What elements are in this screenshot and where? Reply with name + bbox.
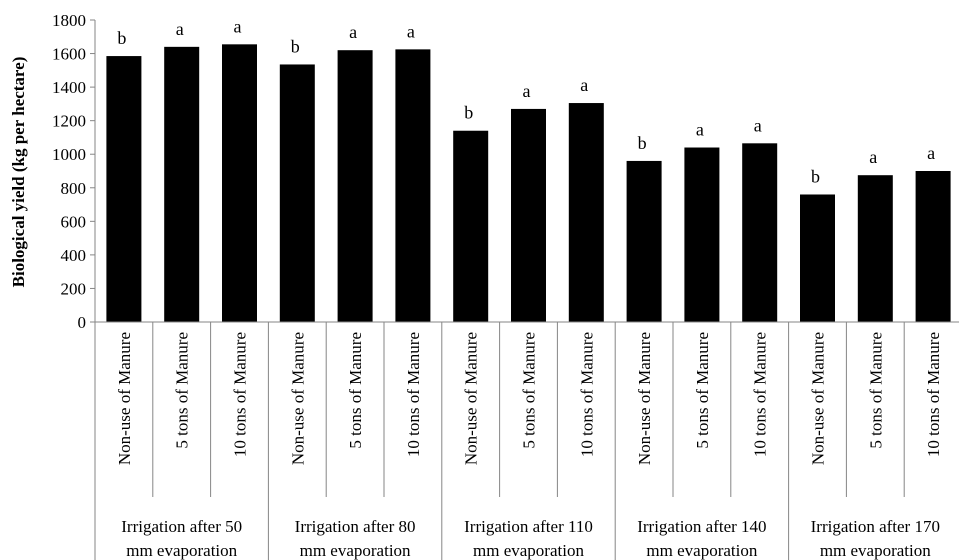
significance-letter: a	[234, 16, 242, 36]
x-category-label: 10 tons of Manure	[231, 332, 250, 457]
x-group-label: mm evaporation	[300, 541, 411, 560]
y-tick-label: 0	[78, 313, 87, 332]
significance-letter: b	[464, 103, 473, 123]
bar	[395, 49, 431, 322]
bar	[742, 143, 778, 322]
x-group-label: mm evaporation	[126, 541, 237, 560]
bar	[453, 130, 489, 322]
y-tick-label: 200	[61, 279, 87, 298]
x-category-label: 5 tons of Manure	[866, 332, 885, 449]
y-tick-label: 400	[61, 246, 87, 265]
x-category-label: Non-use of Manure	[288, 332, 307, 465]
x-category-label: Non-use of Manure	[115, 332, 134, 465]
significance-letter: b	[117, 28, 126, 48]
bar	[626, 160, 662, 322]
significance-letter: a	[927, 143, 935, 163]
significance-letter: a	[349, 22, 357, 42]
x-group-label: Irrigation after 80	[295, 517, 416, 536]
bar	[337, 50, 373, 322]
x-category-label: 5 tons of Manure	[693, 332, 712, 449]
bar	[568, 103, 604, 322]
bar	[222, 44, 257, 322]
x-category-label: 10 tons of Manure	[751, 332, 770, 457]
x-category-label: 5 tons of Manure	[173, 332, 192, 449]
y-tick-label: 600	[61, 212, 87, 231]
significance-letter: b	[638, 133, 647, 153]
significance-letter: b	[811, 166, 820, 186]
significance-letter: a	[523, 81, 531, 101]
x-group-label: Irrigation after 170	[811, 517, 940, 536]
significance-letters: b a a b a a b a a b a a b a a	[117, 16, 935, 186]
x-group-label: mm evaporation	[473, 541, 584, 560]
y-axis-label: Biological yield (kg per hectare)	[9, 57, 28, 288]
y-tick-label: 1800	[52, 11, 86, 30]
x-category-label: Non-use of Manure	[462, 332, 481, 465]
y-tick-label: 800	[61, 179, 87, 198]
significance-letter: a	[754, 115, 762, 135]
y-axis: 0 200 400 600 800 1000 1200 1400 1600 1800	[52, 11, 96, 332]
x-axis: Non-use of Manure 5 tons of Manure 10 tons…	[94, 321, 959, 560]
x-category-label: 5 tons of Manure	[520, 332, 539, 449]
significance-letter: b	[291, 36, 300, 56]
significance-letter: a	[580, 75, 588, 95]
y-tick-label: 1600	[52, 45, 86, 64]
x-category-label: 10 tons of Manure	[924, 332, 943, 457]
x-category-label: Non-use of Manure	[635, 332, 654, 465]
y-tick-label: 1000	[52, 145, 86, 164]
bar	[279, 64, 315, 322]
x-group-label: Irrigation after 110	[464, 517, 593, 536]
x-category-label: 10 tons of Manure	[577, 332, 596, 457]
significance-letter: a	[407, 21, 415, 41]
significance-letter: a	[176, 19, 184, 39]
bar	[857, 175, 893, 322]
x-group-label: Irrigation after 140	[637, 517, 766, 536]
x-category-label: 5 tons of Manure	[346, 332, 365, 449]
x-category-label: Non-use of Manure	[809, 332, 828, 465]
bars	[106, 44, 951, 322]
y-tick-label: 1400	[52, 78, 86, 97]
bar	[915, 171, 951, 322]
bar	[684, 147, 720, 322]
x-group-label: mm evaporation	[820, 541, 931, 560]
x-group-label: Irrigation after 50	[121, 517, 242, 536]
bar	[800, 194, 835, 322]
significance-letter: a	[869, 147, 877, 167]
bar	[164, 46, 200, 322]
bar	[106, 56, 142, 322]
y-tick-label: 1200	[52, 112, 86, 131]
x-group-label: mm evaporation	[646, 541, 757, 560]
bar	[511, 108, 546, 322]
x-category-label: 10 tons of Manure	[404, 332, 423, 457]
significance-letter: a	[696, 120, 704, 140]
